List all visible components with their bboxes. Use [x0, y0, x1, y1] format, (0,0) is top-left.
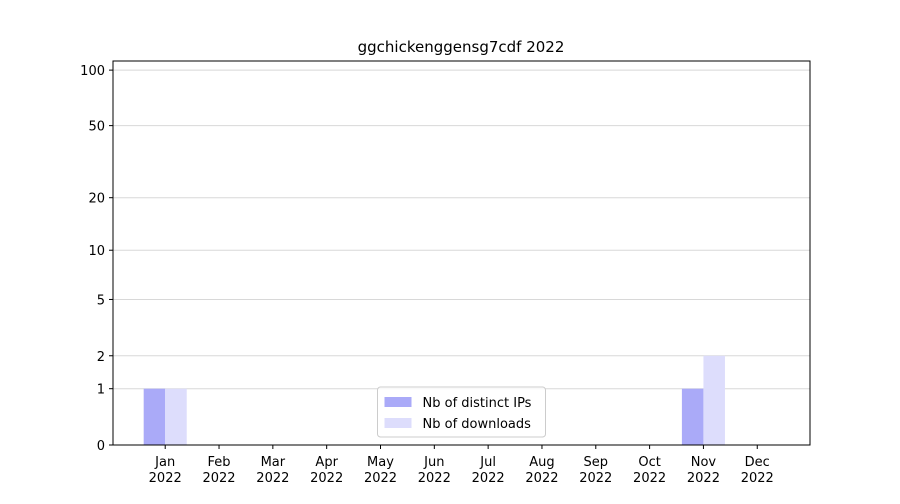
- x-tick-label: Sep 2022: [579, 455, 612, 486]
- x-tick-label: Jul 2022: [472, 455, 505, 486]
- bar: [703, 355, 725, 445]
- x-tick-label: Jun 2022: [418, 455, 451, 486]
- x-tick-label: May 2022: [364, 455, 397, 486]
- y-tick-label: 0: [97, 439, 105, 454]
- bar: [143, 388, 166, 445]
- y-tick-label: 10: [88, 244, 105, 259]
- legend-label: Nb of distinct IPs: [423, 396, 532, 411]
- x-tick-label: Jan 2022: [149, 455, 182, 486]
- plot-frame: [112, 60, 811, 446]
- chart-title: ggchickenggensg7cdf 2022: [358, 38, 565, 56]
- legend-swatch: [384, 418, 412, 428]
- y-tick-label: 2: [97, 350, 105, 365]
- bar: [165, 388, 187, 445]
- legend-swatch: [384, 397, 412, 407]
- y-tick-label: 1: [97, 383, 105, 398]
- x-tick-label: Aug 2022: [525, 455, 558, 486]
- x-tick-label: Mar 2022: [256, 455, 289, 486]
- x-tick-label: Apr 2022: [310, 455, 343, 486]
- y-tick-label: 100: [80, 64, 105, 79]
- x-tick-label: Nov 2022: [687, 455, 720, 486]
- y-tick-label: 50: [88, 120, 105, 135]
- x-tick-label: Feb 2022: [202, 455, 235, 486]
- legend-label: Nb of downloads: [423, 417, 532, 432]
- x-tick-label: Oct 2022: [633, 455, 666, 486]
- x-tick-label: Dec 2022: [741, 455, 774, 486]
- y-tick-label: 20: [88, 192, 105, 207]
- bar: [681, 388, 704, 445]
- legend-box: [377, 386, 546, 438]
- y-tick-label: 5: [97, 293, 105, 308]
